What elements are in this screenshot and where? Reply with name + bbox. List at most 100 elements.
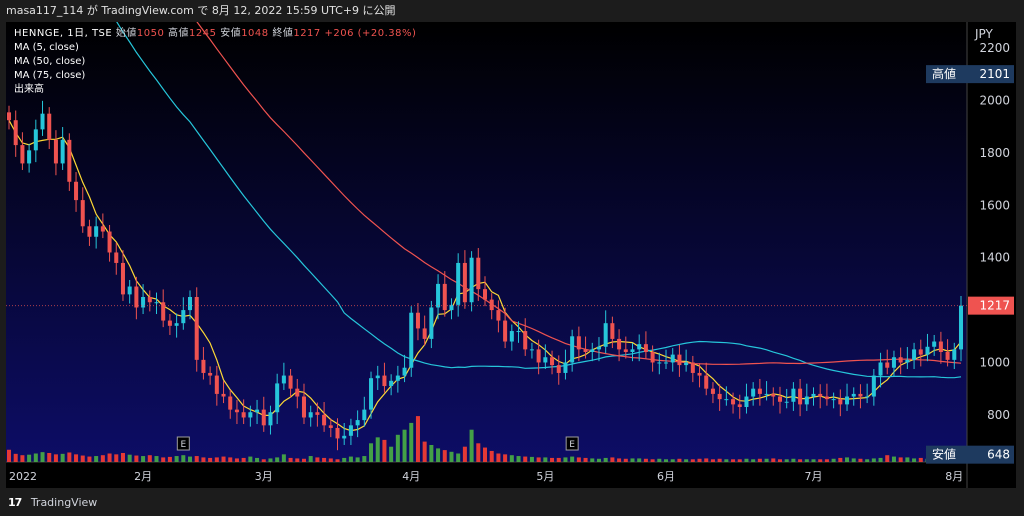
candle-body — [583, 349, 588, 352]
volume-bars — [6, 416, 964, 462]
volume-bar — [449, 451, 454, 462]
candle-body — [643, 344, 648, 352]
price-tick-label: 1000 — [979, 355, 1010, 369]
volume-bar — [87, 456, 92, 462]
tradingview-logo-icon[interactable]: 17 — [8, 496, 22, 509]
candle-body — [147, 297, 152, 303]
price-tick-label: 1600 — [979, 198, 1010, 212]
candle-body — [858, 393, 863, 397]
volume-bar — [462, 446, 467, 462]
volume-bar — [550, 457, 555, 462]
candle-body — [791, 388, 796, 402]
volume-bar — [704, 458, 709, 462]
candle-body — [355, 420, 360, 426]
volume-bar — [791, 458, 796, 462]
candle-body — [838, 399, 843, 405]
legend-ma5[interactable]: MA (5, close) — [14, 42, 79, 53]
legend-ma75[interactable]: MA (75, close) — [14, 70, 86, 81]
tradingview-brand[interactable]: TradingView — [30, 496, 98, 509]
volume-bar — [67, 452, 72, 462]
legend-ma50[interactable]: MA (50, close) — [14, 56, 86, 67]
volume-bar — [858, 458, 863, 462]
candle-body — [6, 112, 12, 121]
candle-body — [503, 320, 508, 342]
volume-bar — [885, 455, 890, 462]
candle-body — [690, 362, 695, 373]
volume-bar — [576, 457, 581, 462]
volume-bar — [918, 457, 923, 462]
legend-volume[interactable]: 出来高 — [14, 84, 44, 95]
volume-bar — [476, 443, 481, 462]
legend-header: HENNGE, 1日, TSE 始値1050 高値1245 安値1048 終値1… — [14, 27, 416, 41]
candle-body — [570, 336, 575, 363]
price-chart[interactable]: JPY 220020001800160014001200100080020222… — [6, 16, 1016, 488]
change-value: +206 (+20.38%) — [324, 28, 417, 39]
candle-body — [174, 323, 179, 326]
candle-body — [885, 362, 890, 368]
candle-body — [248, 412, 253, 418]
volume-bar — [596, 458, 601, 462]
volume-bar — [322, 457, 327, 462]
volume-bar — [315, 457, 320, 462]
volume-bar — [898, 457, 903, 462]
candle-body — [315, 412, 320, 415]
candle-body — [469, 257, 474, 303]
candle-body — [181, 310, 186, 324]
price-tick-label: 2000 — [979, 94, 1010, 108]
volume-bar — [221, 456, 226, 462]
volume-bar — [831, 458, 836, 462]
candle-body — [717, 393, 722, 400]
volume-bar — [838, 457, 843, 462]
candle-body — [322, 414, 327, 426]
volume-bar — [563, 457, 568, 462]
volume-bar — [275, 457, 280, 462]
candle-body — [932, 341, 937, 347]
low-marker-badge — [926, 445, 1014, 464]
time-axis-background — [6, 462, 967, 488]
low-value: 1048 — [241, 28, 269, 39]
volume-bar — [469, 429, 474, 462]
candle-body — [60, 139, 65, 164]
candle-body — [53, 139, 58, 164]
candle-body — [509, 331, 514, 342]
candle-body — [757, 388, 762, 394]
price-markers: 1217 高値 2101 安値 648 E E — [6, 65, 1014, 464]
candle-body — [637, 344, 642, 350]
volume-bar — [905, 457, 910, 462]
candle-body — [630, 349, 635, 352]
volume-bar — [395, 434, 400, 462]
volume-bar — [456, 453, 461, 462]
candle-body — [342, 435, 347, 439]
candle-body — [905, 359, 910, 363]
high-label: 高値 — [168, 28, 190, 39]
earnings-marker-label: E — [569, 440, 575, 450]
volume-bar — [777, 459, 782, 462]
candle-body — [301, 396, 306, 418]
volume-bar — [717, 458, 722, 462]
candle-body — [684, 362, 689, 366]
close-label: 終値 — [272, 28, 294, 39]
candle-body — [161, 302, 166, 321]
candle-body — [818, 393, 823, 397]
volume-bar — [181, 455, 186, 462]
candle-body — [523, 331, 528, 350]
volume-bar — [637, 458, 642, 462]
candle-body — [744, 396, 749, 407]
candle-body — [382, 375, 387, 387]
time-tick-label: 2月 — [134, 470, 152, 483]
price-axis-background — [967, 22, 1016, 488]
volume-bar — [53, 454, 58, 462]
volume-bar — [47, 452, 52, 462]
candle-body — [395, 375, 400, 381]
candle-body — [328, 425, 333, 428]
volume-bar — [798, 459, 803, 462]
volume-bar — [167, 456, 172, 462]
candle-body — [201, 359, 206, 373]
candle-body — [80, 200, 85, 227]
volume-bar — [891, 456, 896, 462]
volume-bar — [208, 457, 213, 462]
candle-body — [710, 388, 715, 394]
volume-bar — [737, 459, 742, 462]
volume-bar — [677, 458, 682, 462]
candle-body — [154, 302, 159, 304]
